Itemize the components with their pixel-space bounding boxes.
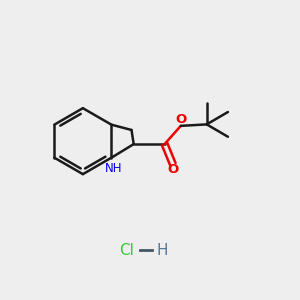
Text: O: O: [175, 113, 186, 127]
Text: Cl: Cl: [119, 243, 134, 258]
Text: H: H: [157, 243, 168, 258]
Text: NH: NH: [105, 162, 122, 175]
Text: O: O: [168, 163, 179, 176]
